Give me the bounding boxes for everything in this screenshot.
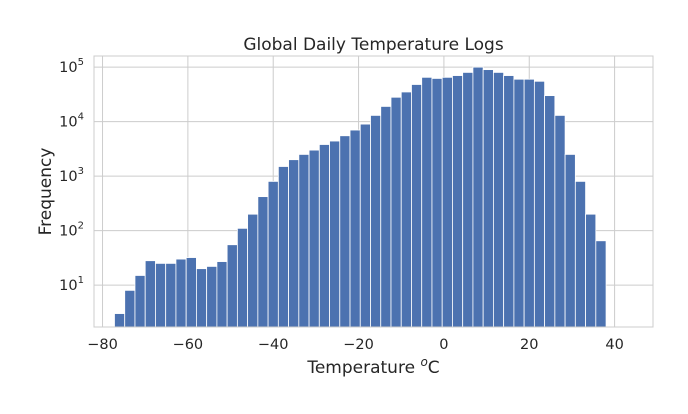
y-tick-label: 103 bbox=[59, 166, 84, 185]
histogram-bar bbox=[421, 76, 433, 328]
x-tick-label: 20 bbox=[520, 337, 538, 353]
x-axis-label-superscript: o bbox=[420, 355, 427, 369]
histogram-bar bbox=[482, 69, 494, 328]
histogram-bar bbox=[185, 257, 197, 328]
histogram-bar bbox=[226, 244, 238, 328]
histogram-bar bbox=[216, 261, 228, 328]
histogram-bar bbox=[165, 262, 177, 328]
histogram-bar bbox=[206, 266, 218, 328]
histogram-bar bbox=[503, 75, 515, 328]
histogram-bar bbox=[564, 154, 576, 328]
histogram-bar bbox=[523, 78, 535, 328]
histogram-bar bbox=[339, 135, 351, 328]
histogram-bar bbox=[554, 115, 566, 328]
y-axis-ticks: 101 102 103 104 105 bbox=[59, 57, 84, 294]
x-axis-label-unit: C bbox=[428, 358, 440, 378]
x-tick-label: −20 bbox=[343, 337, 374, 353]
histogram-bar bbox=[114, 313, 126, 328]
histogram-bar bbox=[155, 262, 167, 328]
histogram-bar bbox=[329, 140, 341, 328]
histogram-bar bbox=[318, 144, 330, 328]
plot-frame bbox=[93, 55, 654, 328]
x-axis-ticks: −80 −60 −40 −20 0 20 40 bbox=[87, 337, 624, 353]
x-tick-label: 40 bbox=[605, 337, 623, 353]
histogram-bar bbox=[472, 66, 484, 328]
histogram-bar bbox=[544, 95, 556, 328]
histogram-bar bbox=[411, 84, 423, 328]
histogram-bar bbox=[267, 180, 279, 328]
histogram-bar bbox=[236, 227, 249, 328]
histogram-bar bbox=[585, 213, 597, 328]
histogram-bar bbox=[493, 72, 505, 328]
histogram-bar bbox=[441, 76, 453, 328]
histogram-bar bbox=[452, 75, 464, 328]
histogram-bar bbox=[431, 78, 443, 328]
bars bbox=[114, 66, 607, 328]
histogram-bar bbox=[380, 106, 392, 328]
histogram-bar bbox=[595, 240, 607, 328]
histogram-bar bbox=[400, 91, 412, 328]
histogram-bar bbox=[462, 72, 474, 328]
histogram-bar bbox=[257, 196, 269, 328]
histogram-bar bbox=[533, 80, 546, 328]
histogram-bar bbox=[298, 154, 310, 328]
histogram-bar bbox=[370, 115, 382, 328]
histogram-bar bbox=[247, 213, 259, 328]
histogram-bar bbox=[359, 123, 371, 328]
histogram-bar bbox=[308, 149, 320, 328]
histogram-bar bbox=[513, 78, 525, 328]
histogram-bar bbox=[288, 159, 300, 328]
x-tick-label: 0 bbox=[439, 337, 448, 353]
x-tick-label: −40 bbox=[258, 337, 289, 353]
y-tick-label: 105 bbox=[59, 57, 84, 76]
y-axis-label: Frequency bbox=[36, 148, 56, 236]
y-tick-label: 102 bbox=[59, 221, 84, 240]
histogram-bar bbox=[175, 258, 187, 328]
chart-title: Global Daily Temperature Logs bbox=[243, 35, 504, 55]
histogram-bar bbox=[574, 180, 586, 328]
y-tick-label: 104 bbox=[59, 112, 84, 131]
histogram-bar bbox=[196, 268, 208, 328]
y-tick-label: 101 bbox=[59, 275, 84, 294]
histogram-bar bbox=[349, 129, 361, 328]
histogram-bar bbox=[144, 260, 156, 328]
histogram-bar bbox=[277, 166, 289, 328]
histogram-bar bbox=[390, 96, 402, 328]
x-tick-label: −80 bbox=[87, 337, 118, 353]
histogram-bar bbox=[134, 275, 146, 328]
x-axis-label: Temperature oC bbox=[306, 355, 439, 378]
histogram-bar bbox=[124, 289, 136, 328]
x-tick-label: −60 bbox=[173, 337, 204, 353]
